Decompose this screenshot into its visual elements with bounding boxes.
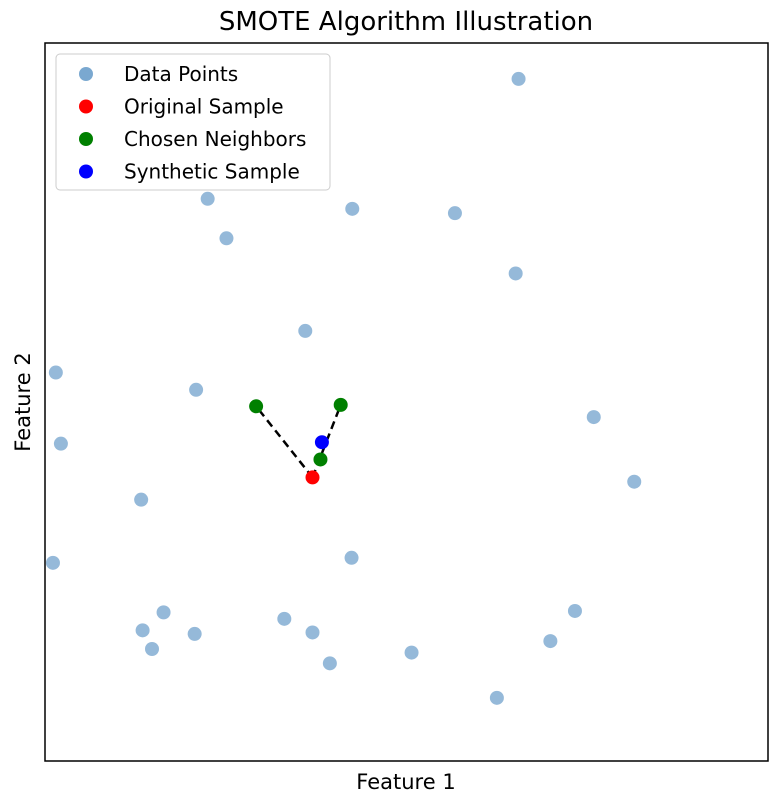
data-points-point-3 xyxy=(345,201,360,216)
data-points-point-9 xyxy=(189,382,204,397)
data-points-point-1 xyxy=(511,71,526,86)
legend: Data Points Original Sample Chosen Neighbo… xyxy=(55,53,331,191)
data-points-point-19 xyxy=(187,626,202,641)
data-points-point-6 xyxy=(508,266,523,281)
data-points-point-13 xyxy=(134,492,149,507)
legend-marker-chosen-neighbors xyxy=(79,132,93,146)
data-points-point-2 xyxy=(200,191,215,206)
chosen-neighbors-point-1 xyxy=(249,399,264,414)
chart-title: SMOTE Algorithm Illustration xyxy=(219,7,593,37)
data-points-point-18 xyxy=(135,623,150,638)
legend-marker-data-points xyxy=(79,67,93,81)
legend-label-original-sample: Original Sample xyxy=(124,95,284,119)
data-points-point-22 xyxy=(543,634,558,649)
data-points-point-21 xyxy=(305,625,320,640)
legend-box xyxy=(55,53,331,191)
data-points-point-4 xyxy=(447,206,462,221)
data-markers xyxy=(45,71,642,705)
data-points-point-26 xyxy=(489,690,504,705)
data-points-point-8 xyxy=(48,365,63,380)
data-points-point-7 xyxy=(298,323,313,338)
data-points-point-11 xyxy=(53,436,68,451)
data-points-point-12 xyxy=(627,474,642,489)
original-sample-point-1 xyxy=(305,470,320,485)
legend-marker-original-sample xyxy=(79,99,93,114)
data-points-point-14 xyxy=(344,550,359,565)
legend-marker-synthetic-sample xyxy=(79,164,93,179)
data-points-point-16 xyxy=(567,603,582,618)
legend-entries: Data Points Original Sample Chosen Neighbo… xyxy=(79,62,306,184)
synthetic-sample-point-1 xyxy=(314,435,329,450)
legend-label-synthetic-sample: Synthetic Sample xyxy=(124,160,300,184)
data-points-point-5 xyxy=(219,231,234,246)
legend-label-chosen-neighbors: Chosen Neighbors xyxy=(124,127,306,151)
data-points-point-24 xyxy=(404,645,419,660)
data-points-point-20 xyxy=(277,611,292,626)
chosen-neighbors-point-3 xyxy=(313,452,328,467)
connection-line-1 xyxy=(255,405,314,479)
y-axis-label: Feature 2 xyxy=(11,352,35,451)
neighbor-connection-lines xyxy=(255,404,342,479)
x-axis-label: Feature 1 xyxy=(356,770,455,794)
data-points-point-10 xyxy=(586,410,601,425)
chosen-neighbors-point-2 xyxy=(333,397,348,412)
data-points-point-25 xyxy=(322,656,337,671)
data-points-point-15 xyxy=(45,555,60,570)
data-points-point-17 xyxy=(156,605,171,620)
data-points-point-23 xyxy=(145,641,160,656)
legend-label-data-points: Data Points xyxy=(124,62,238,86)
